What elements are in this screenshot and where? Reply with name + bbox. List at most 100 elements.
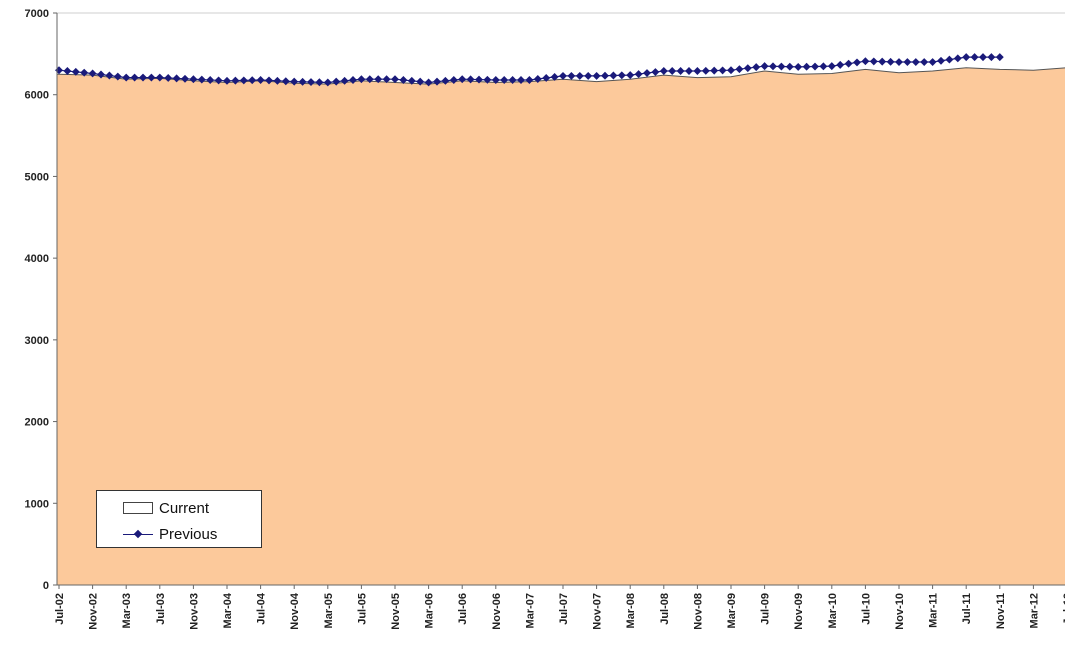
previous-point xyxy=(97,70,105,79)
current-swatch xyxy=(123,502,153,514)
legend-item-previous: Previous xyxy=(97,521,217,547)
x-tick-label: Mar-05 xyxy=(323,593,335,628)
previous-point xyxy=(609,71,618,80)
previous-point xyxy=(155,73,164,82)
x-tick-label: Nov-06 xyxy=(491,593,503,630)
previous-point xyxy=(819,62,828,71)
previous-point xyxy=(895,58,903,66)
previous-point xyxy=(928,58,937,66)
previous-point xyxy=(113,72,122,81)
previous-point xyxy=(752,63,761,72)
x-tick-label: Jul-06 xyxy=(457,593,469,625)
x-tick-label: Nov-05 xyxy=(390,593,402,630)
previous-point xyxy=(55,66,63,75)
previous-point xyxy=(668,67,677,75)
x-axis: Jul-02 Nov-02 Mar-03 Jul-03 Nov-03 Mar-04 Jul-… xyxy=(54,584,1065,630)
x-tick-label: Mar-03 xyxy=(121,593,133,628)
previous-point xyxy=(727,66,735,75)
previous-point xyxy=(903,58,912,66)
x-tick-label: Jul-11 xyxy=(961,593,973,624)
x-tick-label: Jul-04 xyxy=(256,592,268,625)
previous-point xyxy=(634,70,643,79)
previous-point xyxy=(643,69,651,78)
previous-point xyxy=(189,75,198,84)
x-tick-label: Mar-04 xyxy=(222,592,234,628)
x-tick-label: Nov-02 xyxy=(88,593,100,630)
x-tick-label: Jul-05 xyxy=(356,593,368,625)
previous-point xyxy=(945,55,954,64)
x-tick-label: Nov-11 xyxy=(995,593,1007,629)
previous-point xyxy=(685,67,693,75)
y-axis: 0 1000 2000 3000 4000 5000 6000 7000 xyxy=(25,8,58,592)
x-tick-label: Nov-09 xyxy=(793,593,805,630)
previous-point xyxy=(80,68,89,77)
previous-point xyxy=(147,73,156,82)
previous-point xyxy=(239,76,248,85)
x-tick-label: Nov-08 xyxy=(692,593,704,630)
previous-point xyxy=(769,62,777,71)
legend-label-previous: Previous xyxy=(159,525,218,543)
y-tick-label: 0 xyxy=(43,580,49,592)
legend-label-current: Current xyxy=(159,499,210,517)
previous-point xyxy=(122,73,131,82)
x-tick-label: Nov-07 xyxy=(592,593,604,630)
previous-point xyxy=(575,71,584,80)
previous-point xyxy=(937,56,945,65)
previous-point xyxy=(231,76,240,85)
previous-point xyxy=(920,58,929,66)
x-tick-label: Jul-12 xyxy=(1062,593,1065,625)
previous-point xyxy=(584,71,593,80)
previous-point xyxy=(617,71,626,80)
y-tick-label: 7000 xyxy=(25,8,49,20)
previous-point xyxy=(659,67,668,75)
previous-point xyxy=(701,66,710,75)
x-tick-label: Mar-10 xyxy=(827,593,839,628)
previous-point xyxy=(970,53,979,62)
previous-point xyxy=(105,71,114,80)
previous-point xyxy=(559,71,567,80)
x-tick-label: Mar-11 xyxy=(928,593,940,628)
x-tick-label: Mar-12 xyxy=(1028,593,1040,628)
previous-point xyxy=(802,62,811,71)
previous-point xyxy=(181,74,189,83)
previous-point xyxy=(811,62,819,71)
previous-point xyxy=(995,53,1004,62)
previous-point xyxy=(911,58,920,66)
previous-point xyxy=(794,62,803,71)
previous-point xyxy=(693,67,702,75)
previous-point xyxy=(63,67,72,75)
previous-point xyxy=(827,62,836,71)
x-tick-label: Nov-10 xyxy=(894,593,906,630)
previous-point xyxy=(987,53,996,62)
x-tick-label: Jul-08 xyxy=(659,593,671,625)
previous-point xyxy=(735,65,744,74)
previous-point xyxy=(710,66,719,75)
previous-point xyxy=(718,66,727,75)
previous-point xyxy=(869,57,878,66)
x-tick-label: Mar-06 xyxy=(424,593,436,628)
previous-point xyxy=(962,53,971,62)
previous-point xyxy=(953,54,962,63)
previous-point xyxy=(130,73,139,82)
previous-point xyxy=(592,71,601,80)
x-tick-label: Nov-04 xyxy=(289,592,301,630)
current-area xyxy=(57,67,1065,585)
y-tick-label: 3000 xyxy=(25,335,49,347)
previous-point xyxy=(886,57,895,66)
legend: Current Previous xyxy=(96,490,262,548)
previous-point xyxy=(861,57,870,66)
previous-point xyxy=(525,76,534,84)
x-tick-label: Mar-08 xyxy=(625,593,637,628)
previous-point xyxy=(214,76,223,85)
previous-point xyxy=(836,60,845,69)
x-tick-label: Jul-10 xyxy=(860,593,872,625)
previous-line-marker-icon xyxy=(123,528,153,540)
y-tick-label: 5000 xyxy=(25,171,49,183)
y-tick-label: 4000 xyxy=(25,253,49,265)
previous-point xyxy=(651,68,660,76)
x-tick-label: Mar-09 xyxy=(726,593,738,628)
x-tick-label: Jul-09 xyxy=(760,593,772,625)
x-tick-label: Nov-03 xyxy=(188,593,200,630)
previous-point xyxy=(979,53,987,62)
